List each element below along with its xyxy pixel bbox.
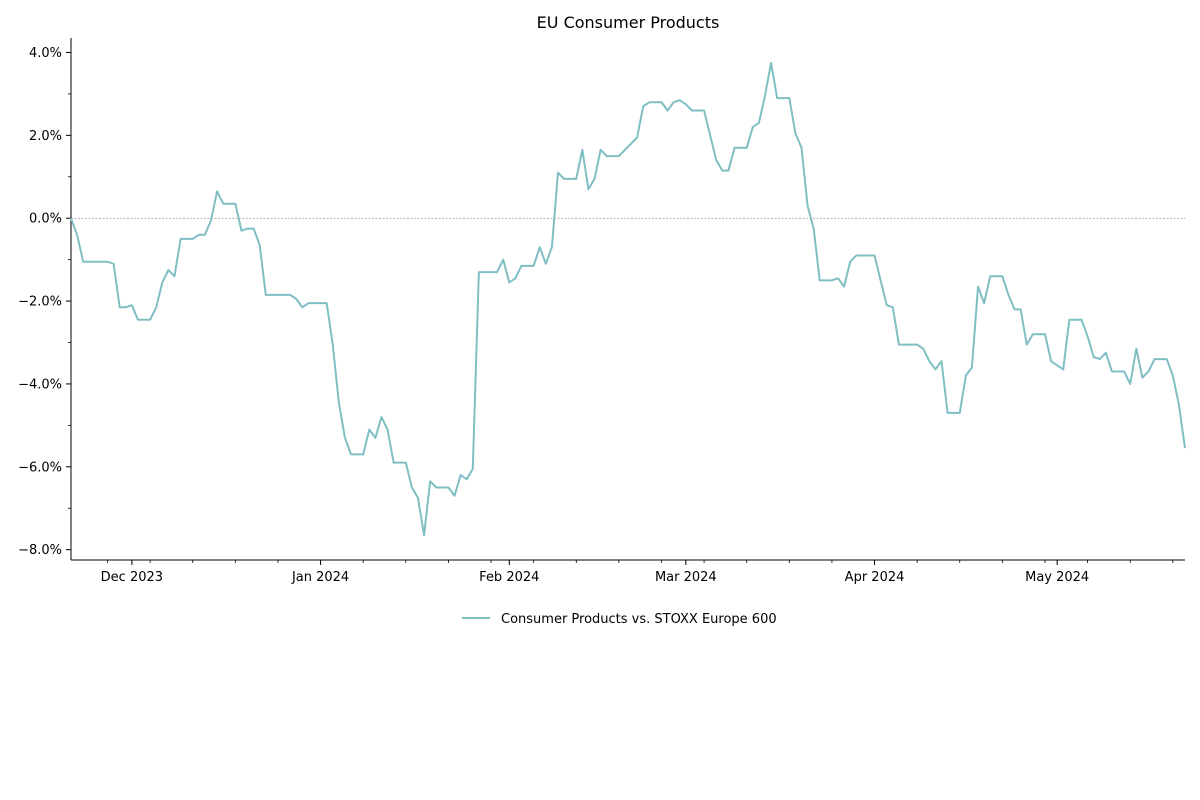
y-tick-label: −8.0% [18,543,62,558]
x-tick-label: Jan 2024 [291,570,349,585]
legend-label: Consumer Products vs. STOXX Europe 600 [501,612,777,627]
series-layer [70,61,1186,537]
y-tick-label: −4.0% [18,377,62,392]
x-tick-label: Feb 2024 [479,570,539,585]
x-axis: Dec 2023 Jan 2024 Feb 2024 Mar 2024 Apr 2024… [71,559,1185,585]
x-tick-label: Mar 2024 [655,570,717,585]
y-axis: −8.0% −6.0% −4.0% −2.0% 0.0% 2.0% 4.0% [18,38,72,560]
y-tick-label: 2.0% [29,129,62,144]
y-tick-label: 4.0% [29,46,62,61]
x-tick-label: Dec 2023 [101,570,163,585]
y-tick-label: 0.0% [29,212,62,227]
y-tick-label: −6.0% [18,460,62,475]
x-tick-label: Apr 2024 [845,570,905,585]
y-tick-label: −2.0% [18,295,62,310]
chart-title: EU Consumer Products [537,13,720,32]
x-tick-label: May 2024 [1025,570,1089,585]
series-line [70,61,1186,537]
legend[interactable]: Consumer Products vs. STOXX Europe 600 [462,612,777,627]
